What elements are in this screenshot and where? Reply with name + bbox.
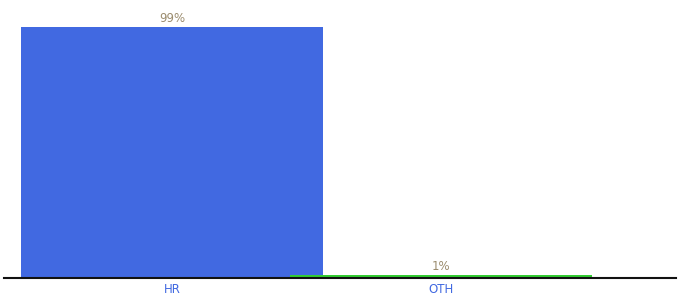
Bar [290, 275, 592, 278]
Text: 1%: 1% [431, 260, 450, 273]
Text: 99%: 99% [159, 12, 185, 25]
Bar [21, 27, 323, 278]
